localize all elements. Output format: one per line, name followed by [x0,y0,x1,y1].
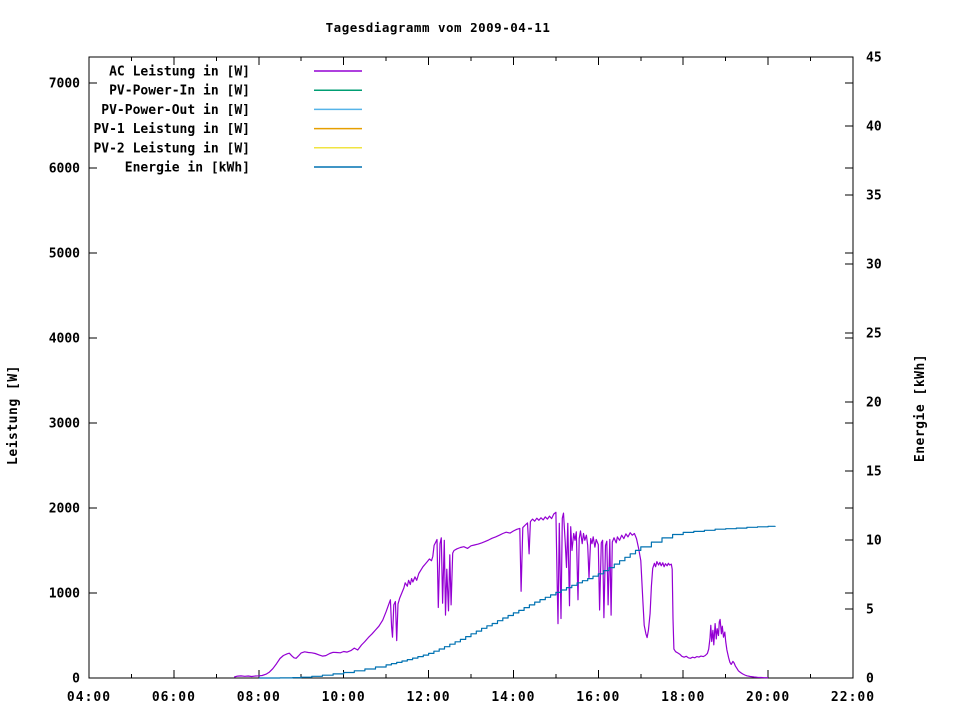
x-tick-label: 22:00 [831,690,875,705]
y-axis-title: Leistung [W] [6,365,21,465]
y2-axis-title: Energie [kWh] [913,354,928,462]
legend-entry-label: Energie in [kWh] [125,161,250,176]
y-right-tick-label: 45 [866,51,882,66]
x-tick-label: 16:00 [576,690,620,705]
x-tick-label: 20:00 [746,690,790,705]
y-left-tick-label: 4000 [49,332,80,347]
legend-entry-label: PV-1 Leistung in [W] [93,122,250,137]
y-right-tick-label: 40 [866,120,882,135]
y-right-tick-label: 10 [866,534,882,549]
y-right-tick-label: 5 [866,603,874,618]
y-left-tick-label: 1000 [49,587,80,602]
axis-tick-labels: 04:00 06:00 08:00 10:00 12:00 14:00 16:00 18:00… [49,51,882,706]
y-left-tick-label: 7000 [49,77,80,92]
y-left-tick-label: 0 [72,672,80,687]
y-right-tick-label: 30 [866,258,882,273]
plot-frame [88,56,854,679]
x-tick-label: 04:00 [67,690,111,705]
legend-entry-label: PV-Power-In in [W] [109,84,250,99]
y-left-tick-label: 6000 [49,162,80,177]
legend-entry-label: PV-2 Leistung in [W] [93,141,250,156]
legend: AC Leistung in [W] PV-Power-In in [W] PV-P… [93,65,362,176]
chart-title: Tagesdiagramm vom 2009-04-11 [326,20,551,35]
x-tick-label: 14:00 [491,690,535,705]
y-right-tick-label: 15 [866,465,882,480]
legend-entry-label: AC Leistung in [W] [109,65,250,80]
y-right-tick-label: 35 [866,189,882,204]
y-left-tick-label: 3000 [49,417,80,432]
x-tick-label: 10:00 [322,690,366,705]
y-right-tick-label: 25 [866,327,882,342]
y-left-tick-label: 2000 [49,502,80,517]
y-left-tick-label: 5000 [49,247,80,262]
y-right-tick-label: 20 [866,396,882,411]
x-tick-label: 06:00 [152,690,196,705]
series-line-energie-in-kwh- [258,525,776,679]
y-right-tick-label: 0 [866,672,874,687]
legend-entry-label: PV-Power-Out in [W] [101,103,250,118]
x-tick-label: 08:00 [237,690,281,705]
series-line-ac-leistung-in-w- [234,511,769,679]
x-tick-label: 12:00 [406,690,450,705]
x-tick-label: 18:00 [661,690,705,705]
series-lines [234,511,776,679]
